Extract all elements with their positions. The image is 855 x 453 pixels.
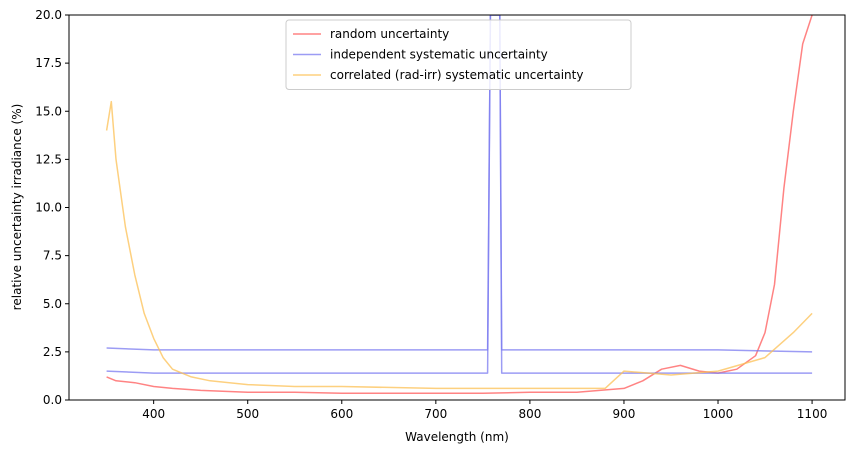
- series-line-1: [106, 15, 813, 353]
- x-tick-label: 600: [330, 407, 353, 421]
- y-tick-label: 17.5: [35, 56, 62, 70]
- y-tick-label: 2.5: [43, 345, 62, 359]
- x-tick-label: 700: [424, 407, 447, 421]
- y-tick-label: 15.0: [35, 104, 62, 118]
- x-tick-label: 900: [613, 407, 636, 421]
- x-axis-ticks: 400 500 600 700 800 900 1000 1100: [142, 400, 827, 421]
- legend-label: random uncertainty: [330, 27, 449, 41]
- x-tick-label: 400: [142, 407, 165, 421]
- legend-box: [285, 19, 632, 90]
- series-line-0: [106, 15, 813, 395]
- y-tick-label: 7.5: [43, 249, 62, 263]
- x-tick-label: 500: [236, 407, 259, 421]
- series-line-2: [106, 15, 813, 374]
- y-tick-label: 10.0: [35, 201, 62, 215]
- x-tick-label: 800: [518, 407, 541, 421]
- series-layer: [105, 15, 813, 395]
- x-tick-label: 1100: [797, 407, 828, 421]
- series-line-3: [105, 100, 813, 390]
- legend: random uncertainty independent systematic…: [285, 19, 632, 90]
- plot-frame: [68, 14, 846, 401]
- legend-label: independent systematic uncertainty: [330, 48, 548, 62]
- y-tick-label: 12.5: [35, 152, 62, 166]
- x-tick-label: 1000: [703, 407, 734, 421]
- y-tick-label: 5.0: [43, 297, 62, 311]
- y-axis-ticks: 0.0 2.5 5.0 7.5 10.0 12.5 15.0 17.5 20.0: [35, 8, 69, 407]
- x-axis-label: Wavelength (nm): [405, 430, 509, 444]
- y-tick-label: 0.0: [43, 393, 62, 407]
- y-axis-label: relative uncertainty irradiance (%): [10, 104, 24, 311]
- y-tick-label: 20.0: [35, 8, 62, 22]
- legend-label: correlated (rad-irr) systematic uncertai…: [330, 68, 583, 82]
